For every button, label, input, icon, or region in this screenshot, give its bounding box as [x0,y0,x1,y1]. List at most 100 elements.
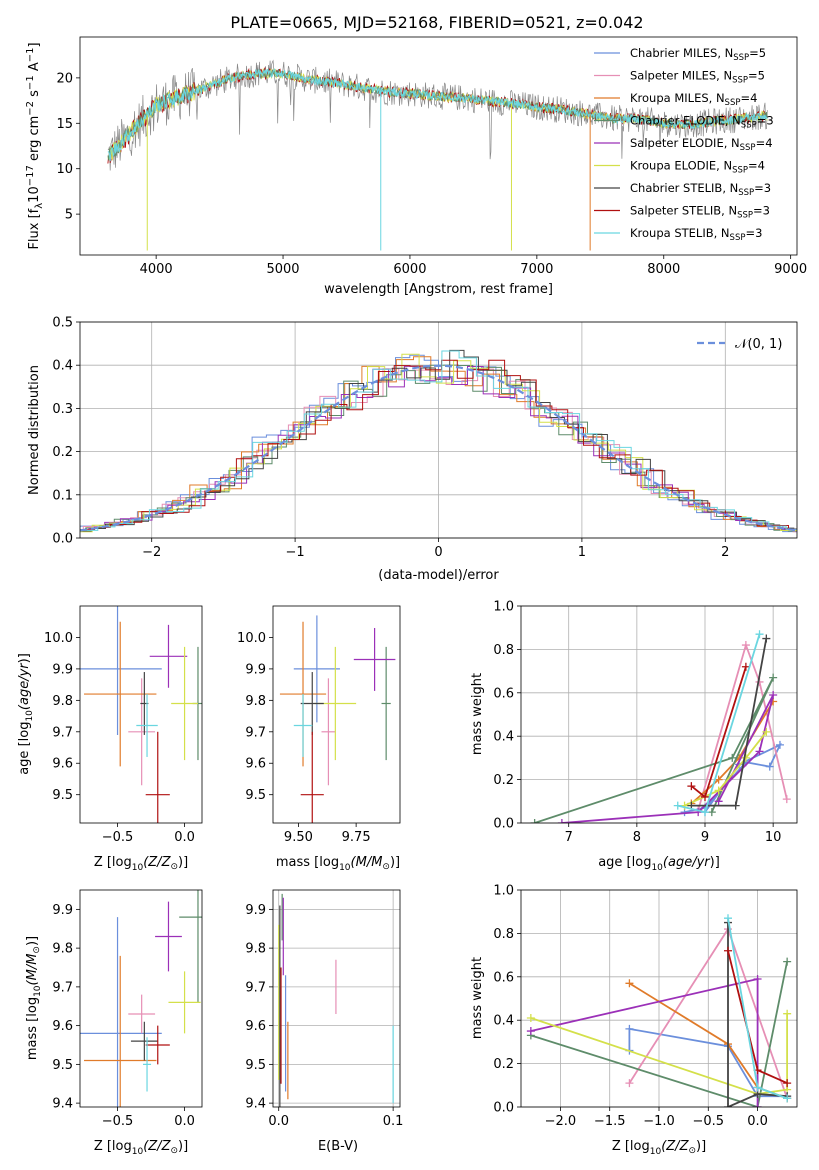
mass_vs_Z-axes: −0.5 0.0 9.4 9.5 9.6 9.7 9.8 9.9 [52,903,195,1129]
age_vs_Z-frame [79,605,203,824]
weight-marker [762,727,771,736]
y-tick-label: 9.7 [52,980,73,995]
y-tick-label: 1.0 [493,600,514,615]
weight-marker [714,786,723,795]
y-tick-label: 0.4 [493,1014,514,1029]
y-tick-label: 9.6 [245,1019,266,1034]
y-tick-label: 10.0 [44,631,73,646]
weight-line [677,633,761,814]
weight-marker [530,819,539,823]
y-tick-label: 1.0 [493,884,514,899]
histogram-chabrier-stelib [80,349,797,532]
spectrum-frame [79,36,798,256]
weight-vs-age-ylabel: mass weight [470,673,485,755]
spectrum-ylabel: Flux [fλ10−17 erg cm−2 s−1 A−1] [25,42,45,249]
age_vs_mass-points [279,615,396,823]
weight-marker [694,808,703,817]
weight-marker [714,775,723,784]
weight-marker [526,1027,535,1036]
legend-entry: Salpeter STELIB, NSSP=3 [630,204,770,221]
weight-marker [762,634,771,643]
mass_vs_Z-frame [79,889,203,1108]
y-tick-label: 0.8 [493,643,514,658]
residuals-legend: 𝒩(0, 1) [735,337,782,352]
y-tick-label: 9.6 [52,1019,73,1034]
weight-marker [783,957,792,966]
weight-vs-age-xlabel: age [log10(age/yr)] [598,855,720,873]
y-tick-label: 9.5 [245,1058,266,1073]
weight-marker [741,641,750,650]
residuals-frame [79,321,798,539]
histogram-salpeter-stelib [80,359,797,531]
y-tick-label: 9.5 [52,788,73,803]
histogram-kroupa-miles [80,356,797,532]
mass_vs_Z-points [80,890,202,1107]
spectrum-legend: Chabrier MILES, NSSP=5 Salpeter MILES, NS… [594,46,774,243]
weight-marker [731,801,740,810]
x-tick-label: 0 [434,545,442,560]
y-tick-label: 0.0 [493,1101,514,1116]
weight-marker [753,1083,762,1092]
legend-entry: Chabrier MILES, NSSP=5 [630,46,766,63]
y-tick-label: 0.0 [493,817,514,832]
y-tick-label: 0.4 [52,359,73,374]
age-vs-mass-xlabel: mass [log10(M/M⊙)] [276,855,400,873]
mass_vs_EBV-points [278,893,394,1107]
y-tick-label: 9.5 [245,788,266,803]
x-tick-label: 1 [578,545,586,560]
weight-marker [783,1009,792,1018]
weight_vs_Z-frame [520,889,798,1108]
weight-marker [673,801,682,810]
weight-marker [741,753,750,762]
y-tick-label: 9.5 [52,1058,73,1073]
weight-marker [625,1024,634,1033]
weight-marker [724,914,732,923]
x-tick-label: −0.5 [102,830,134,845]
y-tick-label: 9.8 [245,942,266,957]
age_vs_Z-axes: −0.5 0.0 9.5 9.6 9.7 9.8 9.9 10.0 [44,631,195,845]
x-tick-label: 10 [765,830,782,845]
spectrum-line [107,68,768,161]
y-tick-label: 15 [56,117,73,132]
weight-marker [526,1014,535,1023]
y-tick-label: 0.4 [493,730,514,745]
y-tick-label: 0.2 [493,773,514,788]
x-tick-label: 7 [565,830,573,845]
legend-entry: Kroupa ELODIE, NSSP=4 [630,159,765,176]
weight-marker [728,753,737,762]
weight-vs-z-ylabel: mass weight [470,957,485,1039]
histogram-chabrier-miles [80,354,797,534]
weight-marker [783,1094,792,1103]
y-tick-label: 9.6 [245,757,266,772]
y-tick-label: 0.1 [52,488,73,503]
weight-line [697,642,788,811]
age_vs_mass-axes: 9.50 9.75 9.5 9.6 9.7 9.8 9.9 10.0 [237,631,371,845]
weight-marker [769,673,778,682]
x-tick-label: 6000 [393,262,426,277]
x-tick-label: −0.5 [692,1114,724,1129]
x-tick-label: 8000 [647,262,680,277]
x-tick-label: 5000 [266,262,299,277]
weight-line [684,731,768,807]
weight-marker [625,1079,634,1088]
age-vs-z-xlabel: Z [log10(Z/Z⊙)] [94,855,188,873]
y-tick-label: 0.3 [52,402,73,417]
y-tick-label: 0.2 [52,445,73,460]
spectrum-axes: 4000 5000 6000 7000 8000 9000 5 10 15 20 [56,71,807,277]
x-tick-label: 9000 [774,262,807,277]
y-tick-label: 0.5 [52,316,73,331]
y-tick-label: 9.7 [52,725,73,740]
weight-marker [680,801,689,810]
gaussian-curve [80,364,797,532]
residuals-ylabel: Normed distribution [27,365,42,495]
weight-marker [782,795,791,804]
weight-line [530,1013,788,1095]
figure-title: PLATE=0665, MJD=52168, FIBERID=0521, z=0… [230,13,643,32]
x-tick-label: 7000 [520,262,553,277]
weight_vs_age-frame [520,605,798,824]
y-tick-label: 9.4 [52,1097,73,1112]
weight-line [530,961,788,1107]
y-tick-label: 9.8 [52,942,73,957]
weight-marker [755,747,764,756]
